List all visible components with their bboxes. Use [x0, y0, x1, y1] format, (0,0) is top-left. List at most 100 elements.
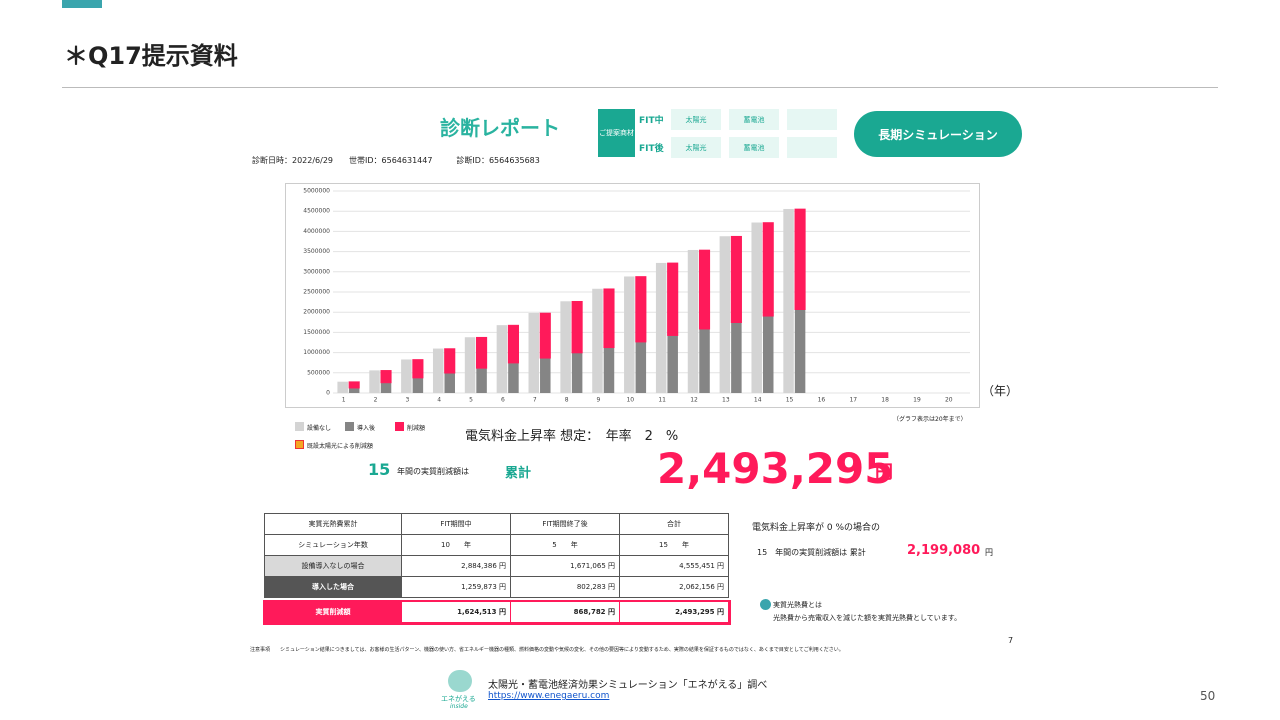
bar-segment — [762, 222, 774, 317]
legend-label: 設備なし — [307, 425, 332, 432]
table-cell: 合計 — [619, 513, 729, 535]
bar — [528, 313, 540, 393]
y-tick-label: 1500000 — [303, 329, 330, 336]
def-body: 光熱費から売電収入を減じた額を実質光熱費としています。 — [773, 614, 962, 622]
bar — [464, 337, 476, 393]
bar — [687, 249, 699, 393]
x-tick-label: 13 — [722, 397, 730, 404]
item: 太陽光 — [671, 137, 721, 158]
table-cell: 1,671,065 円 — [510, 555, 620, 577]
page-number: 50 — [1200, 689, 1216, 703]
bar-segment — [667, 262, 679, 336]
y-tick-label: 500000 — [307, 369, 330, 376]
bar-segment — [508, 363, 519, 393]
source: 太陽光・蓄電池経済効果シミュレーション「エネがえる」調べ — [488, 680, 768, 691]
x-tick-label: 9 — [597, 397, 601, 404]
x-tick-label: 1 — [342, 397, 346, 404]
divider — [62, 87, 1218, 88]
bar — [496, 325, 508, 393]
def-title: 実質光熱費とは — [773, 601, 822, 609]
table-cell: 導入した場合 — [264, 576, 402, 598]
table-cell: 1,259,873 円 — [401, 576, 511, 598]
x-tick-label: 3 — [405, 397, 409, 404]
bar-segment — [412, 359, 424, 379]
x-tick-label: 18 — [881, 397, 889, 404]
x-tick-label: 14 — [754, 397, 762, 404]
item-empty — [787, 109, 837, 130]
bar-segment — [603, 347, 615, 393]
years-text: 年間の実質削減額は — [397, 467, 469, 476]
x-tick-label: 20 — [945, 397, 953, 404]
logo: エネがえる — [441, 695, 476, 703]
x-tick-label: 6 — [501, 397, 505, 404]
legend-swatch — [345, 422, 354, 431]
legend-label: 削減額 — [407, 425, 426, 432]
bar — [783, 208, 794, 393]
long-simulation-button[interactable]: 長期シミュレーション — [854, 111, 1022, 157]
cumulative: 累計 — [505, 466, 532, 481]
x-tick-label: 8 — [565, 397, 569, 404]
accent-bar — [62, 0, 102, 8]
bar — [719, 236, 731, 393]
bar-segment — [412, 378, 424, 393]
table-cell: シミュレーション年数 — [264, 534, 402, 556]
bar-segment — [540, 358, 551, 393]
table-cell: 868,782 円 — [510, 601, 620, 623]
bar-segment — [667, 335, 678, 393]
chart-frame — [285, 183, 980, 408]
bar — [337, 381, 348, 393]
logo-icon — [448, 670, 472, 692]
bar-segment — [731, 322, 742, 393]
bar-segment — [794, 309, 806, 393]
bar-segment — [476, 368, 487, 393]
legend-swatch — [395, 422, 404, 431]
table-row: 導入した場合 1,259,873 円 802,283 円 2,062,156 円 — [264, 576, 729, 598]
table-cell: 実質削減額 — [264, 601, 402, 623]
bar-segment — [794, 208, 806, 310]
side-line2: 15 年間の実質削減額は 累計 — [757, 548, 866, 557]
bar-segment — [635, 342, 647, 393]
bar-segment — [699, 329, 710, 393]
amount: 2,493,295 — [657, 444, 894, 493]
table-cell: FIT期間中 — [401, 513, 511, 535]
y-tick-label: 3000000 — [303, 268, 330, 275]
report-title: 診断レポート — [440, 116, 560, 140]
x-tick-label: 2 — [374, 397, 378, 404]
table-cell: FIT期間終了後 — [510, 513, 620, 535]
y-tick-label: 2000000 — [303, 309, 330, 316]
amount-unit: 円 — [875, 462, 893, 483]
bar-segment — [539, 312, 551, 359]
x-unit: （年） — [982, 384, 1019, 398]
legend-swatch — [295, 422, 304, 431]
x-tick-label: 17 — [849, 397, 857, 404]
chart: 0 500000 1000000 1500000 2000000 2500000 30000… — [285, 183, 980, 408]
bar — [592, 288, 603, 393]
x-tick-label: 15 — [786, 397, 794, 404]
item: 蓄電池 — [729, 109, 779, 130]
side-unit: 円 — [985, 548, 993, 557]
y-tick-label: 2500000 — [303, 289, 330, 296]
chart-note: （グラフ表示は20年まで） — [893, 416, 967, 423]
table-total-row: 実質削減額 1,624,513 円 868,782 円 2,493,295 円 — [262, 599, 731, 625]
bar-segment — [635, 276, 647, 343]
bar-segment — [698, 249, 711, 330]
bar — [369, 370, 380, 393]
legend-label: 既設太陽光による削減額 — [307, 443, 373, 450]
bar-segment — [444, 373, 455, 393]
bar — [655, 262, 667, 393]
bar — [432, 348, 444, 393]
table-cell: 2,493,295 円 — [619, 601, 729, 623]
bar-segment — [444, 348, 456, 374]
y-tick-label: 1000000 — [303, 349, 330, 356]
x-tick-label: 16 — [818, 397, 826, 404]
url[interactable]: https://www.enegaeru.com — [488, 691, 610, 701]
rate-text: 電気料金上昇率 想定： 年率 2 % — [465, 429, 679, 444]
y-tick-label: 4000000 — [303, 228, 330, 235]
x-tick-label: 7 — [533, 397, 537, 404]
table-cell: 15 年 — [619, 534, 729, 556]
bar-segment — [762, 316, 774, 393]
notice: 注意事項 シミュレーション結果につきましては、お客様の生活パターン、機器の使い方… — [250, 647, 844, 653]
